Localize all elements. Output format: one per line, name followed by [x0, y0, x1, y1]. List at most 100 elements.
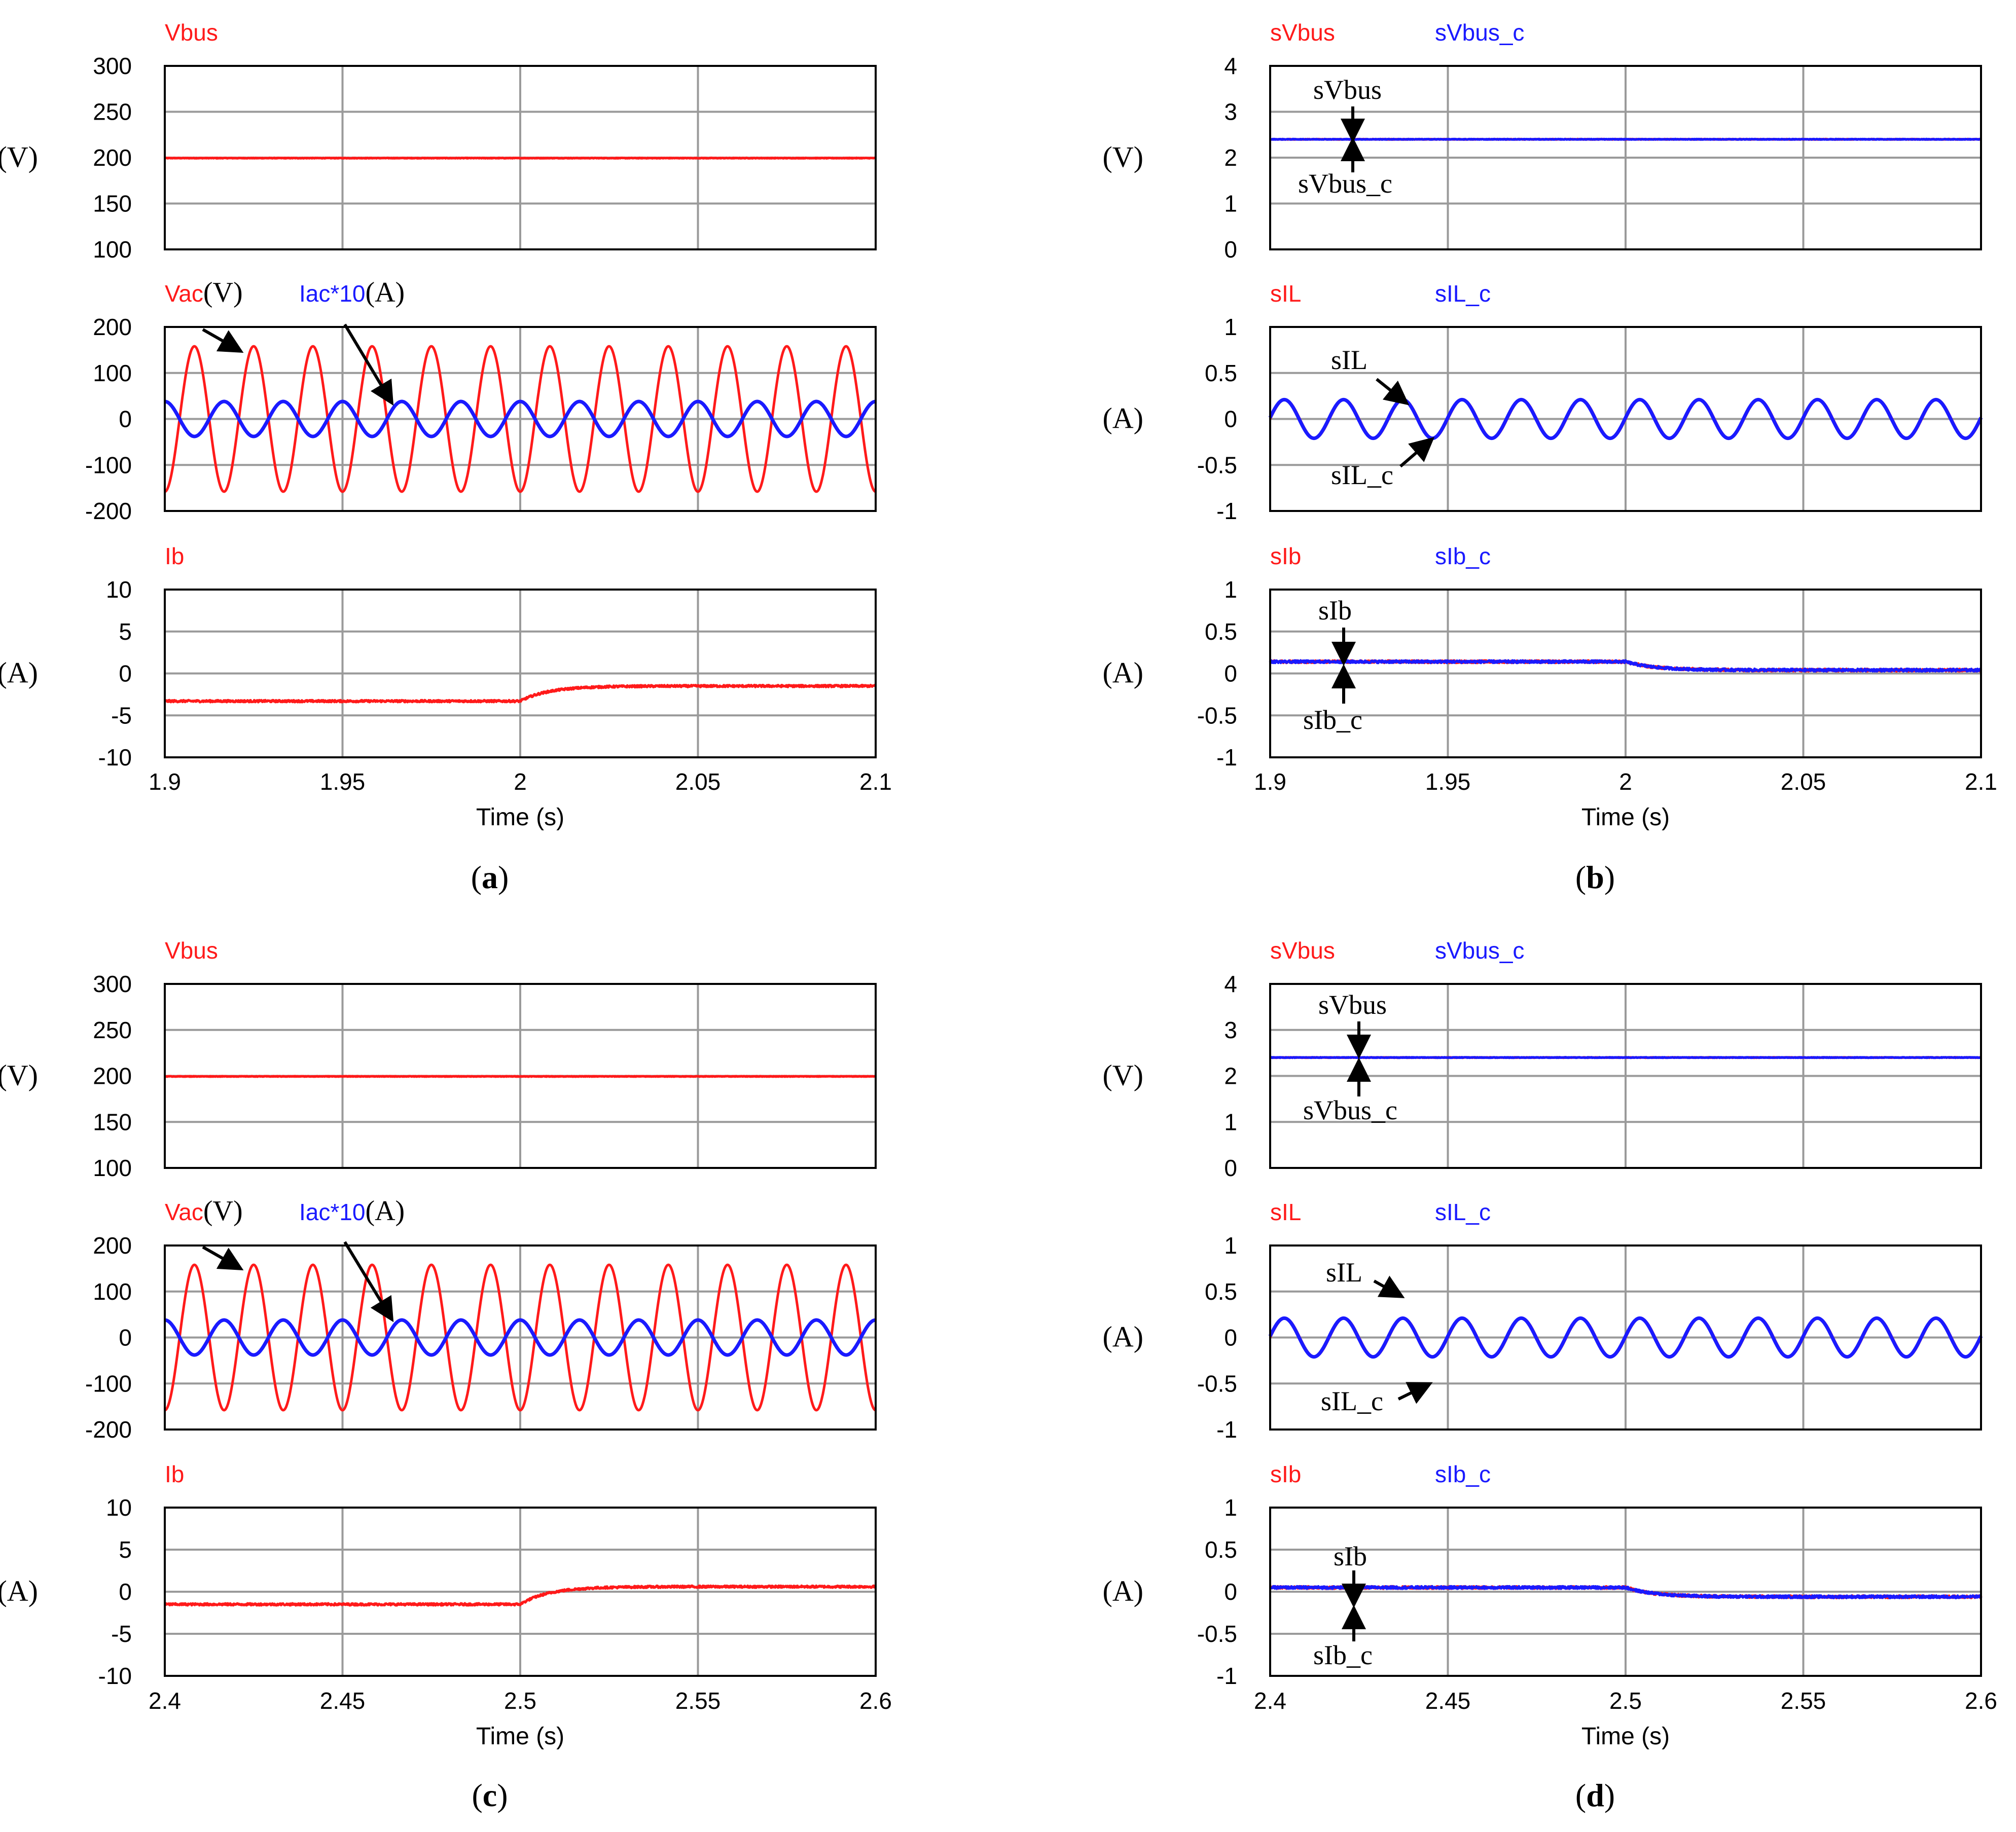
signal-label: Vbus: [165, 19, 218, 46]
signal-label: sIb_c: [1435, 543, 1491, 569]
subplot-c-1: 200 100 0 -100 -200 Vac(V) Iac*10(A): [85, 1195, 877, 1443]
svbus-annotation: sVbus: [1313, 75, 1382, 105]
y-tick-label: -1: [1216, 744, 1237, 771]
y-tick-label: 0.5: [1205, 1278, 1237, 1305]
trace-sil-c: [1268, 397, 1983, 441]
signal-label-unit: (V): [203, 1195, 243, 1227]
x-tick-label: 2: [1619, 768, 1632, 795]
x-tick-label: 2.4: [149, 1688, 181, 1714]
y-tick-label: 200: [93, 1063, 132, 1089]
trace-ib: [163, 683, 877, 704]
y-tick-label: 3: [1224, 99, 1237, 125]
subplot-frame: [1269, 326, 1982, 512]
trace-svbus-c: [1269, 1056, 1982, 1059]
x-tick-label: 1.95: [1425, 768, 1471, 795]
subplot-b-2: 1 0.5 0 -0.5 -1 (A) sIb sIb_c: [1102, 543, 1983, 771]
y-tick-label: -0.5: [1197, 1370, 1237, 1397]
signal-label: sIL: [1270, 280, 1301, 307]
sil-annotation-arrow: [1373, 1275, 1405, 1298]
x-tick-label: 2.5: [1609, 1688, 1642, 1714]
y-tick-label: -1: [1216, 1663, 1237, 1689]
subplot-d-1: 1 0.5 0 -0.5 -1 (A) sIL sIL_c: [1102, 1199, 1983, 1443]
sib-c-annotation: sIb_c: [1303, 705, 1362, 735]
sil-c-annotation: sIL_c: [1331, 460, 1393, 490]
y-tick-label: 4: [1224, 53, 1237, 79]
y-tick-label: 0: [1224, 1579, 1237, 1605]
trace-sib-c: [1269, 1585, 1983, 1599]
x-tick-label: 2.1: [859, 768, 892, 795]
y-unit-label: (A): [1102, 1574, 1143, 1607]
y-tick-label: 1: [1224, 1232, 1237, 1259]
y-tick-label: 10: [106, 576, 132, 603]
subplot-frame: [164, 983, 877, 1169]
sib-annotation: sIb: [1318, 595, 1352, 626]
y-tick-label: 0: [1224, 406, 1237, 432]
panel-c: 300250200150100(V)Vbus2001000-100-200Vac…: [0, 937, 892, 1813]
subplot-frame: [1269, 65, 1982, 250]
panel-label: (c): [472, 1777, 508, 1813]
y-tick-label: 0.5: [1205, 618, 1237, 645]
vac-annotation-arrow: [202, 1245, 244, 1270]
x-tick-label: 2.1: [1965, 768, 1997, 795]
y-tick-label: -5: [111, 1621, 132, 1647]
subplot-a-1: 200 100 0 -100 -200 Vac(V) Iac*10(A): [85, 277, 877, 524]
signal-label: sVbus_c: [1435, 19, 1524, 46]
trace-ib: [163, 1584, 877, 1607]
iac-annotation-arrow: [343, 1241, 394, 1323]
y-unit-label: (V): [1102, 1059, 1143, 1092]
subplot-frame: [164, 1244, 877, 1431]
y-unit-label: (V): [0, 1059, 38, 1092]
panel-label: (a): [471, 859, 509, 895]
y-unit-label: (A): [0, 656, 38, 689]
svbus-c-annotation: sVbus_c: [1298, 168, 1392, 199]
signal-label: sIL_c: [1435, 280, 1491, 307]
x-tick-label: 2.4: [1254, 1688, 1286, 1714]
trace-iac-10: [163, 1318, 877, 1357]
subplot-frame: [1269, 589, 1982, 758]
y-tick-label: 150: [93, 1109, 132, 1135]
y-tick-label: 0.5: [1205, 1536, 1237, 1563]
y-tick-label: 1: [1224, 1494, 1237, 1521]
panel-a: 300250200150100(V)Vbus2001000-100-200Vac…: [0, 19, 892, 895]
x-axis-title: Time (s): [476, 804, 564, 831]
x-tick-label: 2.5: [504, 1688, 536, 1714]
y-tick-label: -100: [85, 452, 132, 478]
y-tick-label: -10: [98, 1663, 132, 1689]
x-tick-label: 2.55: [1781, 1688, 1826, 1714]
svbus-c-annotation: sVbus_c: [1303, 1095, 1397, 1125]
signal-label-unit: (V): [203, 277, 243, 308]
subplot-c-0: 300 250 200 150 100 (V) Vbus: [0, 937, 877, 1181]
sil-c-annotation-arrow: [1397, 1382, 1433, 1404]
y-tick-label: -5: [111, 702, 132, 728]
signal-label-unit: (A): [365, 277, 405, 308]
x-axis-title: Time (s): [1581, 1723, 1670, 1750]
signal-label: Iac*10(A): [299, 277, 405, 308]
y-tick-label: 250: [93, 1017, 132, 1043]
subplot-d-0: 4 3 2 1 0 (V) sVbus sVbus_c: [1102, 937, 1982, 1181]
svbus-annotation: sVbus: [1318, 990, 1387, 1020]
sil-c-annotation: sIL_c: [1321, 1386, 1383, 1416]
signal-label: sIb: [1270, 1461, 1301, 1487]
trace-iac-10: [163, 399, 877, 438]
x-tick-label: 1.95: [320, 768, 366, 795]
subplot-frame: [164, 65, 877, 250]
signal-label: Vbus: [165, 937, 218, 964]
y-tick-label: 100: [93, 1155, 132, 1181]
y-tick-label: 2: [1224, 144, 1237, 171]
y-tick-label: -200: [85, 498, 132, 524]
y-tick-label: 1: [1224, 576, 1237, 603]
y-tick-label: 1: [1224, 1109, 1237, 1135]
y-tick-label: 0: [119, 1579, 132, 1605]
y-tick-label: 3: [1224, 1017, 1237, 1043]
y-unit-label: (V): [1102, 140, 1143, 173]
signal-label: sIb: [1270, 543, 1301, 569]
subplot-b-0: 4 3 2 1 0 (V) sVbus sVbus_c: [1102, 19, 1982, 263]
sil-annotation: sIL: [1331, 345, 1367, 375]
y-tick-label: 4: [1224, 971, 1237, 997]
subplot-d-2: 1 0.5 0 -0.5 -1 (A) sIb sIb_c: [1102, 1461, 1983, 1689]
x-tick-label: 2.55: [675, 1688, 721, 1714]
subplot-frame: [164, 1507, 877, 1677]
x-tick-label: 2.45: [1425, 1688, 1471, 1714]
y-tick-label: 100: [93, 360, 132, 386]
